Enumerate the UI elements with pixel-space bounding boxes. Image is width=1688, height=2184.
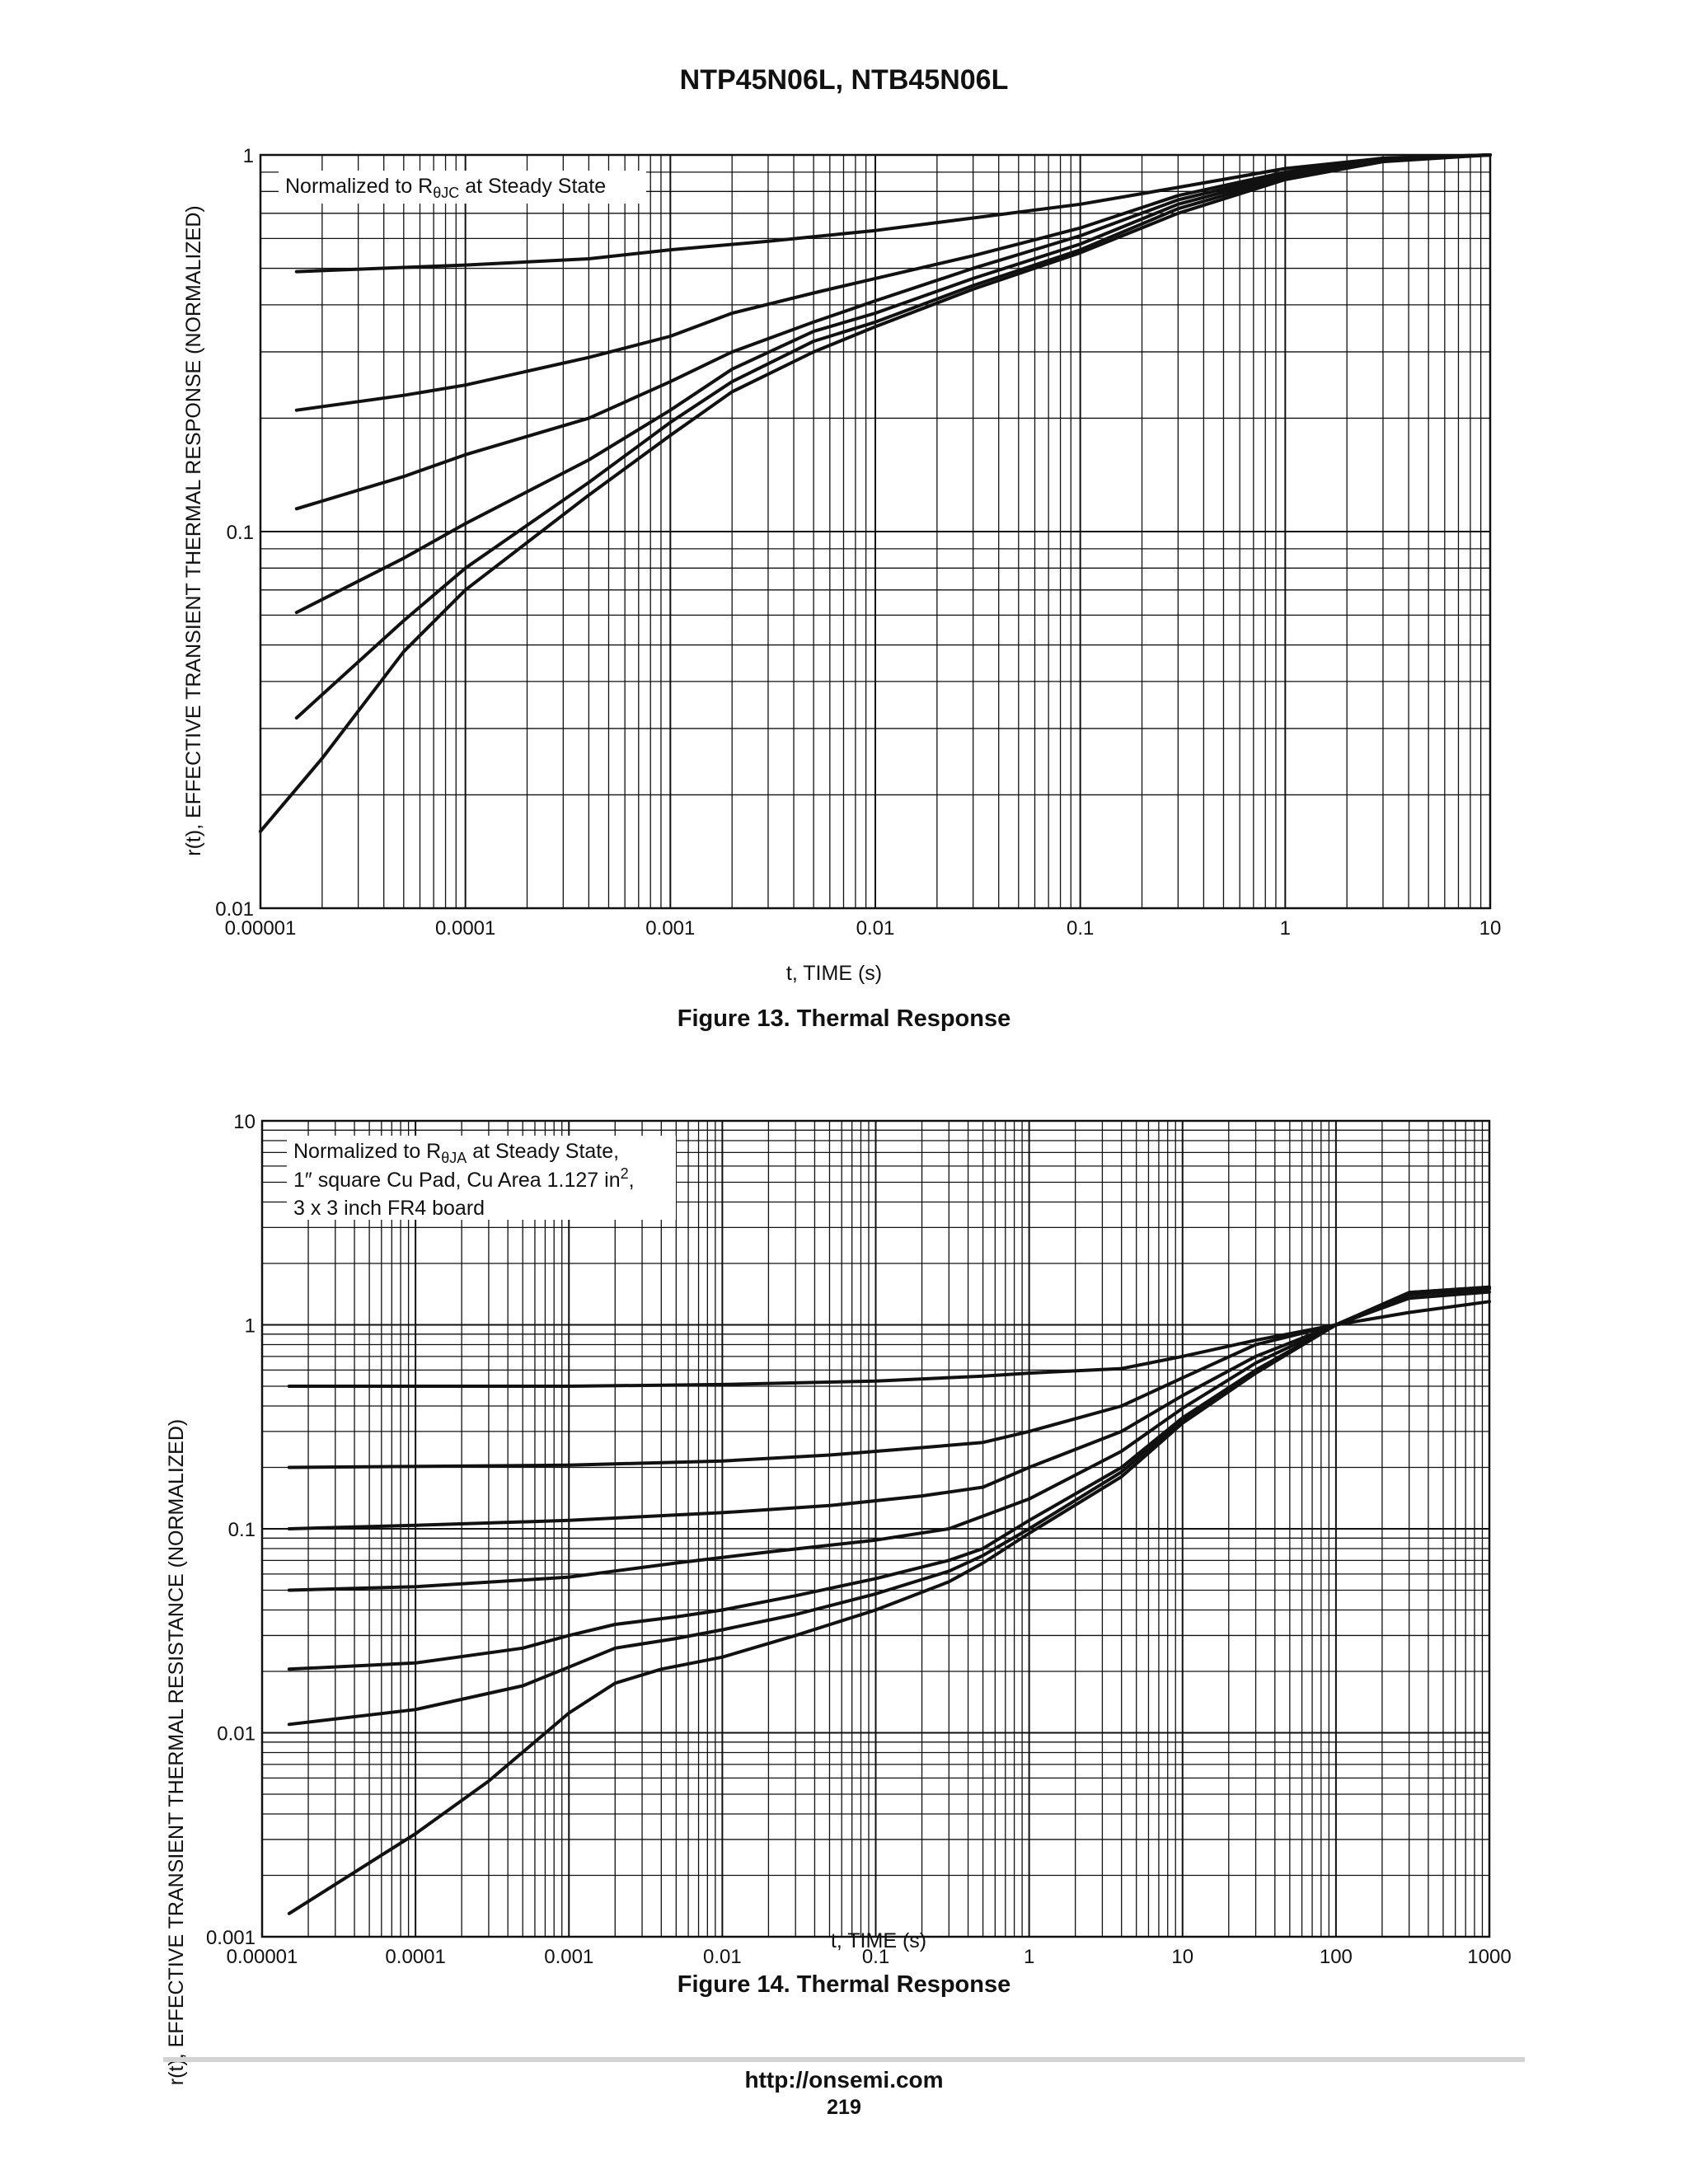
- x-tick-label: 0.01: [856, 917, 895, 940]
- y-tick-label: 1: [243, 145, 254, 167]
- figure-13-annotation: Normalized to RθJC at Steady State: [285, 175, 606, 201]
- page-title: NTP45N06L, NTB45N06L: [679, 64, 1009, 96]
- x-tick-label: 0.00001: [227, 1946, 298, 1968]
- plot-frame: [259, 153, 1492, 910]
- figure-13-x-axis-label: t, TIME (s): [786, 962, 882, 985]
- figure-14-annotation-line-1: Normalized to RθJA at Steady State,: [293, 1140, 619, 1166]
- x-tick-label: 0.001: [544, 1946, 593, 1968]
- y-tick-label: 0.01: [217, 1723, 256, 1746]
- page-number: 219: [827, 2096, 861, 2119]
- series-line-1: [287, 1300, 1491, 1388]
- figure-14-y-axis-label: r(t), EFFECTIVE TRANSIENT THERMAL RESIST…: [165, 1419, 188, 2085]
- x-tick-label: 0.01: [703, 1946, 742, 1968]
- x-tick-label: 0.0001: [385, 1946, 445, 1968]
- figure-14-chart: 0.00001 0.0001 0.001 0.01 0.1 1 10 100 1000 0.001…: [165, 1111, 1512, 2085]
- figure-14-grid: [260, 1119, 1491, 1938]
- series-line-2: [294, 153, 1492, 412]
- figure-14-ticks: 0.00001 0.0001 0.001 0.01 0.1 1 10 100 1000 0.001…: [206, 1111, 1512, 1968]
- figure-14-annotation-box: [287, 1136, 676, 1220]
- footer-url-link[interactable]: http://onsemi.com: [744, 2067, 944, 2093]
- series-line-5: [294, 153, 1492, 720]
- x-tick-label: 1: [1280, 917, 1291, 940]
- x-tick-label: 0.1: [1067, 917, 1094, 940]
- x-tick-label: 1: [1024, 1946, 1034, 1968]
- x-tick-label: 1000: [1467, 1946, 1511, 1968]
- figure-13-series: [259, 153, 1492, 833]
- y-tick-label: 10: [233, 1111, 256, 1133]
- series-line-3: [294, 153, 1492, 511]
- series-line-4: [294, 153, 1492, 615]
- figure-14-caption: Figure 14. Thermal Response: [677, 1971, 1011, 1998]
- x-tick-label: 10: [1479, 917, 1502, 940]
- y-tick-label: 0.1: [228, 1519, 256, 1541]
- figure-13-y-axis-label: r(t), EFFECTIVE TRANSIENT THERMAL RESPON…: [182, 205, 205, 855]
- x-tick-label: 0.0001: [435, 917, 495, 940]
- y-tick-label: 1: [245, 1315, 256, 1338]
- figure-13-chart: 0.00001 0.0001 0.001 0.01 0.1 1 10 0.01 0.1 1 Nor…: [182, 145, 1501, 985]
- series-line-6: [287, 1285, 1491, 1727]
- figure-14-series: [287, 1285, 1491, 1915]
- x-tick-label: 10: [1171, 1946, 1193, 1968]
- y-tick-label: 0.1: [227, 522, 254, 544]
- figure-14-x-axis-label: t, TIME (s): [831, 1929, 926, 1952]
- x-tick-label: 0.001: [645, 917, 695, 940]
- series-line-6: [259, 153, 1492, 833]
- figure-13-caption: Figure 13. Thermal Response: [677, 1005, 1011, 1032]
- footer-divider: [163, 2057, 1525, 2062]
- y-tick-label: 0.01: [215, 898, 254, 921]
- series-line-4: [287, 1286, 1491, 1592]
- x-tick-label: 0.1: [862, 1946, 889, 1968]
- series-line-7: [287, 1285, 1491, 1915]
- figure-14-annotation-line-3: 3 x 3 inch FR4 board: [293, 1197, 485, 1220]
- plot-frame: [260, 1119, 1491, 1938]
- figure-13-ticks: 0.00001 0.0001 0.001 0.01 0.1 1 10 0.01 0.1 1: [215, 145, 1501, 940]
- y-tick-label: 0.001: [206, 1927, 256, 1949]
- figure-13-grid: [259, 153, 1492, 910]
- x-tick-label: 0.00001: [225, 917, 297, 940]
- figure-14-annotation-line-2: 1″ square Cu Pad, Cu Area 1.127 in2,: [293, 1165, 635, 1192]
- figure-13-annotation-box: [279, 171, 646, 204]
- x-tick-label: 100: [1320, 1946, 1353, 1968]
- series-line-1: [294, 153, 1492, 274]
